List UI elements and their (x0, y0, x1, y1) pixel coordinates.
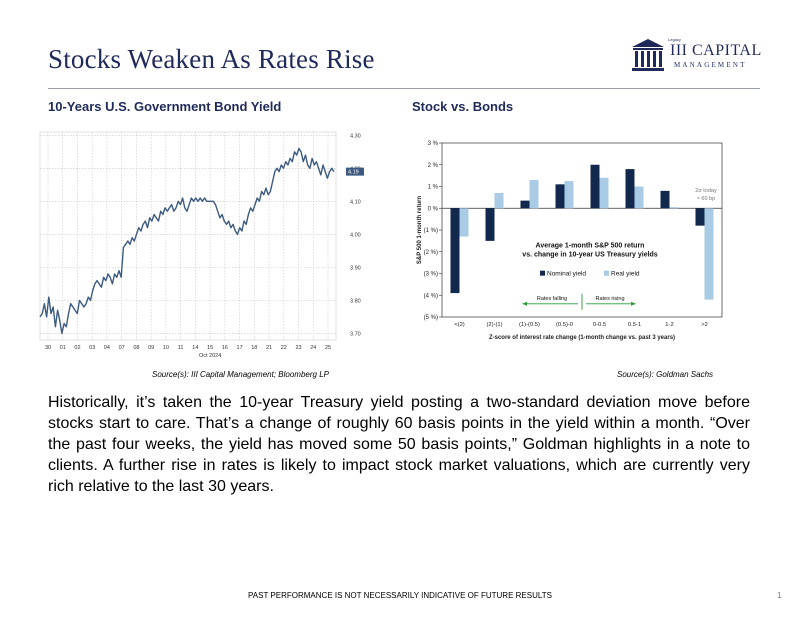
right-chart-source: Source(s): Goldman Sachs (617, 370, 714, 379)
legend-swatch (604, 270, 609, 276)
x-tick-label: 18 (251, 345, 257, 351)
rates-falling-label: Rates falling (537, 296, 567, 302)
bar-nominal (485, 208, 495, 241)
x-tick-label: 04 (104, 345, 110, 351)
y-tick-label: 1 % (428, 185, 439, 191)
rates-falling-arrowhead (522, 301, 527, 306)
page-number: 1 (777, 591, 782, 600)
stock-bond-bar-chart: 3 % 2 % 1 % 0 % (1 %) (2 %) (3 %) (4 %) (5 %) S&P… (417, 141, 723, 341)
bar-nominal (555, 184, 565, 209)
x-tick-label: 22 (281, 345, 287, 351)
y-tick-label: 3.70 (350, 331, 361, 337)
y-tick-label: (1 %) (424, 228, 438, 234)
yield-line (39, 147, 335, 335)
bar-real (599, 177, 609, 209)
x-tick-label: 09 (148, 345, 154, 351)
left-chart-source: Source(s): III Capital Management; Bloom… (152, 370, 329, 379)
y-tick-label: 2 % (428, 163, 439, 169)
yield-line-chart: 3.703.803.904.004.104.204.30300102030407… (39, 131, 364, 359)
bar-nominal (590, 164, 600, 209)
bar-nominal (450, 208, 460, 294)
y-tick-label: (3 %) (424, 272, 438, 278)
commentary-paragraph: Historically, it’s taken the 10-year Tre… (48, 394, 750, 495)
company-logo: Legacy III CAPITAL MANAGEMENT (630, 36, 765, 76)
x-tick-label: 23 (295, 345, 301, 351)
left-chart-title: 10-Years U.S. Government Bond Yield (48, 99, 282, 114)
bar-real (564, 181, 574, 209)
x-tick-label: <(2) (454, 322, 465, 328)
title-divider (48, 88, 760, 89)
disclaimer-footer: PAST PERFORMANCE IS NOT NECESSARILY INDI… (248, 591, 552, 600)
x-tick-label: 02 (74, 345, 80, 351)
last-value-tag (346, 167, 364, 176)
bar-real (494, 193, 504, 209)
x-tick-label: 11 (178, 345, 184, 351)
bar-real (529, 179, 539, 209)
annotation-line2: ≈ 60 bp (697, 196, 715, 202)
x-tick-label: (1)-(0.5) (519, 322, 540, 328)
x-tick-label: >2 (701, 322, 708, 328)
columns-building-icon (632, 39, 664, 71)
x-tick-label: 10 (163, 345, 169, 351)
y-tick-label: 3.80 (350, 298, 361, 304)
x-tick-label: (2)-(1) (486, 322, 502, 328)
y-tick-label: 4.00 (350, 232, 361, 238)
x-tick-label: 15 (207, 345, 213, 351)
bar-real (634, 186, 644, 209)
last-value-label: 4.19 (348, 170, 359, 176)
y-tick-label: (2 %) (424, 250, 438, 256)
y-tick-label: 3 % (428, 141, 439, 147)
y-tick-label: 3.90 (350, 265, 361, 271)
x-tick-label: 08 (133, 345, 139, 351)
annotation-line1: 2σ today (695, 188, 717, 194)
logo-name: III CAPITAL (670, 42, 762, 59)
x-tick-label: 30 (45, 345, 51, 351)
plot-area (441, 142, 723, 318)
x-axis-label: Z-score of interest rate change (1-month… (489, 335, 675, 341)
rates-rising-label: Rates rising (595, 296, 624, 302)
x-tick-label: 21 (266, 345, 272, 351)
y-tick-label: 4.10 (350, 199, 361, 205)
inner-title-line1: Average 1-month S&P 500 return (536, 242, 645, 249)
x-tick-label: 0-0.5 (593, 322, 606, 328)
x-tick-label: 25 (325, 345, 331, 351)
x-tick-label: 24 (310, 345, 316, 351)
x-tick-label: 01 (60, 345, 66, 351)
x-tick-label: 14 (192, 345, 198, 351)
right-chart-title: Stock vs. Bonds (412, 99, 514, 114)
x-tick-label: 16 (222, 345, 228, 351)
plot-area (39, 131, 337, 341)
bar-real (459, 208, 469, 237)
y-axis-label: S&P 500 1-month return (417, 196, 423, 265)
bar-nominal (695, 208, 705, 226)
legend-label: Real yield (611, 271, 640, 278)
bar-nominal (660, 190, 670, 209)
x-tick-label: 03 (89, 345, 95, 351)
bar-nominal (625, 169, 635, 209)
x-sublabel: Oct 2024 (199, 353, 221, 359)
bar-nominal (520, 200, 530, 209)
page-title: Stocks Weaken As Rates Rise (48, 44, 375, 74)
x-tick-label: 1-2 (665, 322, 673, 328)
logo-small-text: Legacy (668, 37, 681, 42)
y-tick-label: (4 %) (424, 293, 438, 299)
x-tick-label: (0.5)-0 (556, 322, 573, 328)
bar-real (704, 208, 714, 300)
y-tick-label: 0 % (428, 206, 439, 212)
rates-rising-arrowhead (631, 301, 636, 306)
y-tick-label: (5 %) (424, 315, 438, 321)
logo-subtitle: MANAGEMENT (674, 61, 747, 69)
x-tick-label: 17 (237, 345, 243, 351)
inner-title-line2: vs. change in 10-year US Treasury yields (522, 251, 658, 258)
x-tick-label: 0.5-1 (628, 322, 641, 328)
y-tick-label: 4.30 (350, 133, 361, 139)
bar-real (669, 207, 679, 209)
legend-label: Nominal yield (547, 271, 586, 278)
legend-swatch (540, 270, 545, 276)
x-tick-label: 07 (119, 345, 125, 351)
